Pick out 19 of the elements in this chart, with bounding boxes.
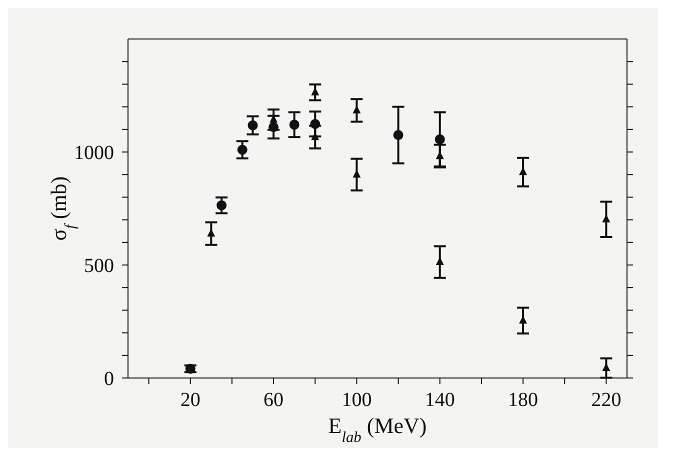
y-tick-label: 1000: [74, 142, 114, 164]
x-tick-label: 140: [424, 389, 455, 411]
y-tick-label: 500: [84, 255, 114, 277]
point: [393, 130, 404, 140]
point: [289, 120, 300, 130]
y-tick-label: 0: [104, 368, 114, 390]
point: [185, 364, 196, 374]
point: [310, 118, 320, 129]
x-tick-label: 20: [180, 389, 200, 411]
point: [268, 122, 279, 132]
point: [237, 144, 248, 155]
x-tick-label: 100: [342, 389, 372, 411]
point: [434, 134, 445, 144]
x-tick-label: 180: [508, 389, 538, 411]
x-tick-label: 60: [264, 389, 284, 411]
point: [216, 200, 227, 210]
x-axis-title: E$_{lab}$ (MeV): [328, 413, 427, 446]
point: [248, 120, 258, 130]
x-tick-label: 220: [591, 389, 622, 411]
